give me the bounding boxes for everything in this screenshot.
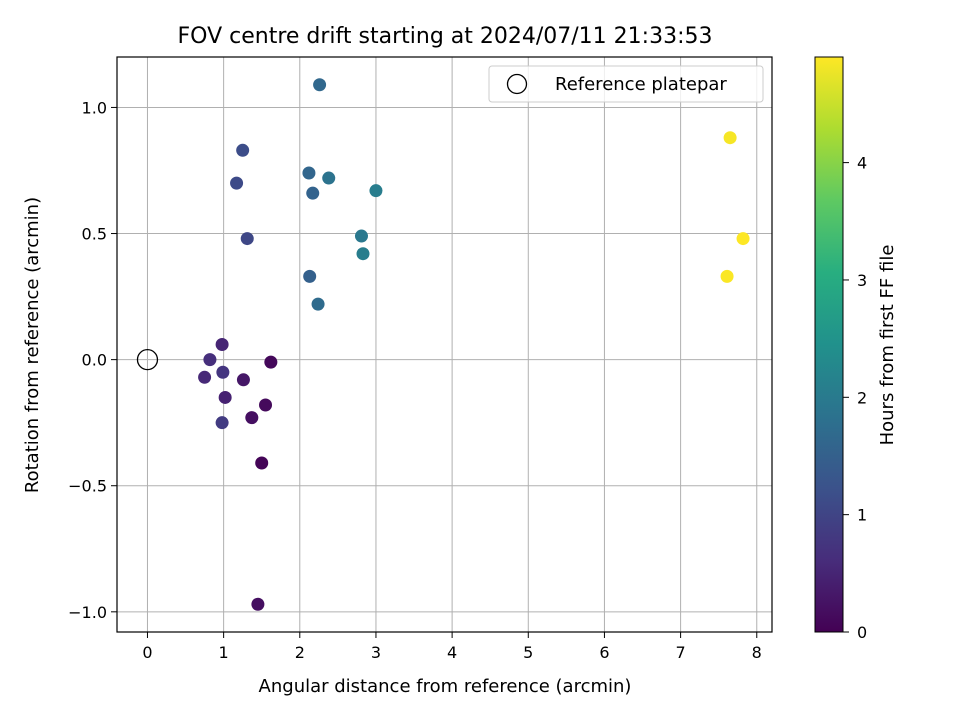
colorbar-tick-label: 0 [857, 623, 867, 642]
colorbar-tick-label: 1 [857, 506, 867, 525]
colorbar-tick-label: 4 [857, 154, 867, 173]
data-point [215, 416, 229, 430]
data-point [215, 338, 229, 351]
colorbar-tick-label: 3 [857, 271, 867, 290]
plot-frame [116, 56, 773, 633]
legend-box [488, 65, 764, 103]
data-point [198, 370, 212, 384]
legend-reference-marker [506, 73, 528, 95]
data-point [322, 171, 336, 185]
x-tick-label: 8 [752, 643, 762, 662]
data-point [720, 269, 734, 283]
legend-label: Reference platepar [555, 74, 727, 95]
x-tick-label: 6 [599, 643, 609, 662]
data-point [303, 269, 317, 283]
grid [117, 57, 772, 632]
data-point [203, 353, 217, 367]
data-point [306, 186, 320, 200]
data-point [313, 78, 327, 92]
colorbar [814, 56, 844, 633]
y-axis-ticks: −1.0 −0.5 0.0 0.5 1.0 [68, 98, 117, 622]
x-tick-label: 5 [523, 643, 533, 662]
data-point [736, 232, 750, 246]
data-point [302, 166, 316, 180]
x-tick-label: 4 [447, 643, 457, 662]
x-tick-label: 1 [219, 643, 229, 662]
data-point [230, 176, 244, 190]
y-tick-label: 0.5 [82, 225, 107, 244]
data-point [259, 398, 273, 412]
data-point [356, 247, 370, 261]
data-point [245, 411, 259, 425]
x-axis-label: Angular distance from reference (arcmin) [259, 676, 632, 697]
data-point [251, 597, 265, 611]
data-point [240, 232, 254, 246]
reference-point-marker [136, 348, 159, 371]
data-points [136, 78, 750, 611]
colorbar-tick-label: 2 [857, 388, 867, 407]
data-point [264, 355, 278, 369]
y-tick-label: −0.5 [68, 477, 107, 496]
y-tick-label: 1.0 [82, 98, 107, 117]
colorbar-label: Hours from first FF file [877, 245, 898, 446]
x-tick-label: 0 [142, 643, 152, 662]
chart-title: FOV centre drift starting at 2024/07/11 … [178, 24, 713, 49]
y-axis-label: Rotation from reference (arcmin) [22, 197, 43, 493]
data-point [236, 373, 250, 387]
data-point [255, 456, 269, 470]
x-axis-ticks: 0 1 2 3 4 5 6 7 8 [142, 632, 762, 662]
colorbar-ticks: 0 1 2 3 4 [843, 154, 867, 642]
x-tick-label: 3 [371, 643, 381, 662]
data-point [216, 365, 230, 379]
data-point [723, 131, 737, 145]
data-point [218, 390, 232, 404]
y-tick-label: −1.0 [68, 603, 107, 622]
data-point [369, 184, 383, 198]
legend: Reference platepar [488, 65, 764, 103]
data-point [354, 229, 368, 243]
data-point [311, 297, 325, 311]
x-tick-label: 2 [295, 643, 305, 662]
y-tick-label: 0.0 [82, 351, 107, 370]
data-point [236, 143, 250, 157]
x-tick-label: 7 [676, 643, 686, 662]
